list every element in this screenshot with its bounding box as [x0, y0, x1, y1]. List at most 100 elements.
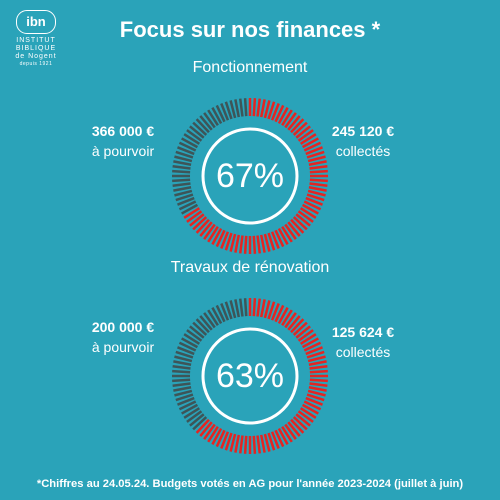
gauge-segment-collected [195, 418, 210, 434]
gauge-segment-collected [307, 355, 326, 363]
gauge-segment-collected [301, 203, 319, 215]
gauge-segment-remaining [177, 396, 195, 406]
gauge-segment-collected [274, 304, 285, 323]
gauge-segment-remaining [183, 407, 201, 419]
gauge-segment-remaining [181, 203, 199, 215]
gauge-segment-remaining [243, 98, 248, 117]
gauge-segment-remaining [215, 104, 226, 123]
gauge-segment-collected [260, 434, 266, 453]
remaining-label: à pourvoir [91, 143, 155, 159]
gauge-segment-collected [224, 432, 233, 451]
gauge-segment-collected [263, 300, 271, 319]
gauge-segment-collected [309, 182, 328, 188]
collected-amount: 245 120 € [331, 123, 395, 139]
gauge-segment-remaining [172, 364, 191, 370]
gauge-segment-collected [290, 218, 305, 234]
gauge-segment-collected [307, 189, 326, 197]
remaining-amount: 200 000 € [91, 319, 155, 335]
gauge-segment-collected [299, 207, 317, 219]
gauge-segment-remaining [178, 341, 197, 352]
gauge-segment-collected [281, 109, 293, 127]
gauge-segment-collected [306, 150, 325, 159]
gauge-segment-remaining [192, 121, 208, 136]
gauge-segment-remaining [174, 189, 193, 197]
gauge-segment-collected [220, 231, 230, 249]
gauge-segment-remaining [186, 329, 203, 342]
gauge-segment-remaining [234, 299, 240, 318]
gauge-segment-collected [297, 129, 314, 142]
gauge-segment-remaining [172, 169, 191, 174]
gauge-segment-remaining [203, 112, 216, 129]
gauge-segment-collected [277, 427, 289, 445]
gauge-segment-remaining [181, 137, 199, 149]
gauge-segment-remaining [175, 193, 194, 202]
gauge-segment-collected [220, 431, 230, 449]
gauge-segment-collected [292, 216, 308, 231]
gauge-segment-collected [267, 101, 276, 120]
gauge-segment-collected [309, 364, 328, 370]
gauge-segment-collected [263, 100, 271, 119]
gauge-segment-collected [270, 431, 280, 449]
gauge-segment-collected [274, 429, 285, 448]
gauge-segment-collected [305, 146, 323, 156]
gauge-segment-collected [183, 207, 201, 219]
gauge-ring [172, 298, 328, 454]
logo-mark: ibn [16, 10, 56, 34]
logo-line-3: de Nogent [15, 53, 57, 60]
gauge-segment-collected [260, 234, 266, 253]
gauge-segment-collected [308, 386, 327, 392]
gauge-segment-collected [290, 118, 305, 134]
gauge-segment-collected [290, 318, 305, 334]
gauge-segment-collected [199, 221, 213, 237]
gauge-segment-remaining [203, 312, 216, 329]
gauge-segment-remaining [195, 118, 210, 134]
remaining-label: à pourvoir [91, 339, 155, 355]
gauge-travaux: 63% [170, 296, 330, 456]
gauge-segment-collected [301, 137, 319, 149]
gauge-segment-collected [309, 164, 328, 170]
gauge-segment-remaining [207, 109, 219, 127]
gauge-segment-collected [260, 99, 266, 118]
gauge-segment-collected [211, 427, 223, 445]
gauge-segment-collected [299, 333, 317, 345]
gauge-segment-collected [281, 425, 293, 443]
gauge-segment-collected [306, 393, 325, 402]
gauge-segment-remaining [177, 196, 195, 206]
gauge-segment-collected [305, 346, 323, 356]
gauge-segment-collected [299, 133, 317, 145]
logo: ibn INSTITUT BIBLIQUE de Nogent depuis 1… [6, 10, 66, 68]
gauge-segment-collected [299, 407, 317, 419]
gauge-segment-remaining [199, 315, 213, 331]
gauge-segment-collected [303, 200, 322, 211]
gauge-segment-remaining [178, 400, 197, 411]
gauge-segment-remaining [178, 141, 197, 152]
gauge-segment-remaining [177, 346, 195, 356]
gauge-segment-collected [287, 421, 301, 437]
collected-label: collectés [335, 344, 391, 360]
gauge-segment-collected [252, 298, 257, 317]
gauge-segment-collected [309, 382, 328, 388]
gauge-segment-collected [238, 235, 244, 254]
gauge-segment-collected [305, 396, 323, 406]
gauge-segment-collected [303, 141, 322, 152]
gauge-segment-collected [189, 213, 205, 227]
gauge-segment-collected [306, 193, 325, 202]
gauge-segment-remaining [234, 99, 240, 118]
gauge-segment-collected [186, 210, 203, 223]
gauge-segment-collected [192, 216, 208, 231]
gauge-segment-collected [274, 229, 285, 248]
gauge-segment-collected [307, 389, 326, 397]
gauge-segment-remaining [238, 98, 244, 117]
gauge-segment-collected [309, 369, 328, 374]
gauge-segment-collected [301, 403, 319, 415]
gauge-segment-collected [203, 223, 216, 240]
gauge-segment-collected [252, 98, 257, 117]
gauge-segment-collected [274, 104, 285, 123]
gauge-segment-remaining [174, 355, 193, 363]
gauge-segment-remaining [229, 300, 237, 319]
gauge-inner-ring [201, 127, 299, 225]
gauge-segment-collected [297, 329, 314, 342]
gauge-segment-remaining [207, 309, 219, 327]
gauge-segment-collected [309, 169, 328, 174]
logo-line-4: depuis 1921 [19, 61, 53, 67]
